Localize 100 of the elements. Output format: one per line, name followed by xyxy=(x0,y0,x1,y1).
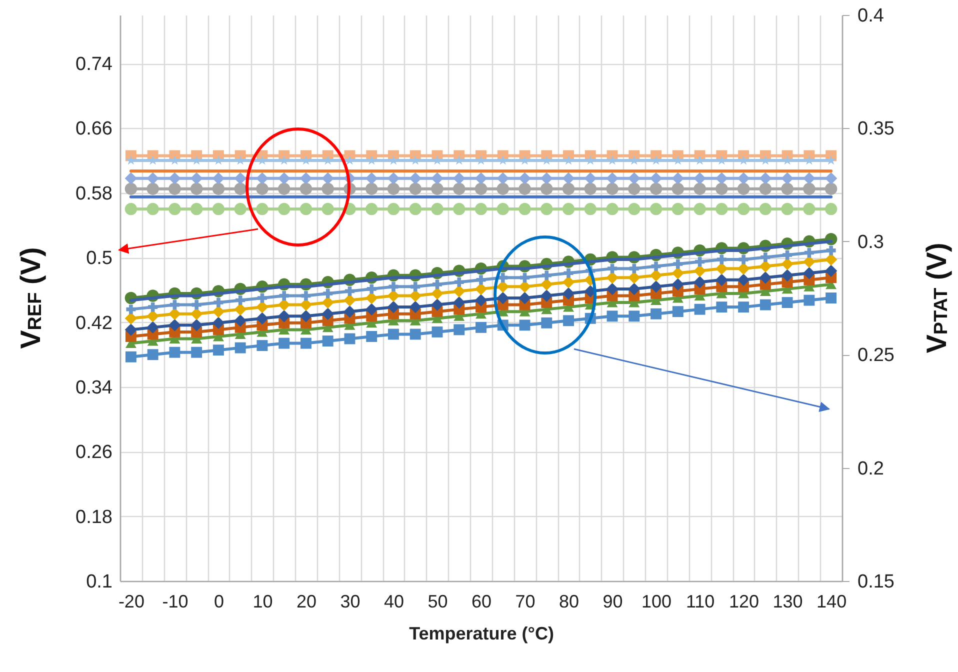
y-tick-label: 0.5 xyxy=(86,248,112,270)
point xyxy=(146,321,159,334)
point xyxy=(781,269,794,282)
point xyxy=(606,310,618,322)
point xyxy=(782,297,793,308)
x-tick-label: 90 xyxy=(602,592,623,612)
point xyxy=(759,272,772,284)
point xyxy=(496,202,510,216)
point xyxy=(694,304,706,315)
point xyxy=(520,272,530,282)
x-tick-label: 130 xyxy=(772,592,803,612)
point xyxy=(300,298,312,311)
point xyxy=(256,172,268,184)
y-tick-label: 0.42 xyxy=(76,312,112,334)
point xyxy=(191,346,202,358)
point xyxy=(562,182,575,195)
point xyxy=(759,260,772,272)
point xyxy=(278,202,290,216)
point xyxy=(562,172,575,184)
point xyxy=(759,182,772,195)
point xyxy=(584,172,597,184)
point xyxy=(125,351,136,362)
point xyxy=(474,294,488,306)
point xyxy=(804,248,814,258)
point xyxy=(124,172,138,184)
point xyxy=(628,310,640,322)
point xyxy=(431,298,444,311)
point xyxy=(540,290,553,302)
point xyxy=(388,282,398,292)
point xyxy=(803,172,816,184)
x-tick-label: 30 xyxy=(340,592,360,612)
y2-tick-label: 0.35 xyxy=(858,118,894,140)
point xyxy=(760,252,770,262)
point xyxy=(672,172,684,184)
point xyxy=(146,202,159,216)
point xyxy=(824,264,838,277)
point xyxy=(190,319,203,332)
point xyxy=(694,202,706,216)
point xyxy=(214,298,224,308)
point xyxy=(212,182,225,195)
point xyxy=(803,202,816,216)
point xyxy=(695,257,705,267)
point xyxy=(212,172,225,184)
point xyxy=(212,344,224,356)
point xyxy=(628,182,640,195)
point xyxy=(344,286,354,296)
x-tick-label: 140 xyxy=(816,592,847,612)
point xyxy=(431,202,444,216)
point xyxy=(126,304,136,314)
point xyxy=(628,272,640,284)
point xyxy=(759,202,772,216)
point xyxy=(738,254,748,264)
point xyxy=(192,300,202,310)
point xyxy=(476,322,486,333)
point xyxy=(803,182,816,195)
x-tick-label: 20 xyxy=(296,592,316,612)
point xyxy=(496,182,510,195)
point xyxy=(236,296,246,306)
point xyxy=(518,202,531,216)
x-tick-label: -20 xyxy=(118,592,144,612)
point xyxy=(147,349,158,360)
x-tick-label: 10 xyxy=(252,592,273,612)
point xyxy=(168,202,181,216)
point xyxy=(278,172,290,184)
y2-tick-label: 0.3 xyxy=(858,232,884,253)
x-tick-label: 50 xyxy=(428,592,448,612)
x-tick-label: 40 xyxy=(384,592,404,612)
point xyxy=(146,182,159,195)
point xyxy=(518,292,531,304)
point xyxy=(344,305,356,318)
point xyxy=(628,202,640,216)
x-tick-label: 0 xyxy=(214,592,224,612)
point xyxy=(431,172,444,184)
point xyxy=(190,308,203,320)
point xyxy=(672,278,684,291)
point xyxy=(322,308,334,320)
point xyxy=(650,172,662,184)
point xyxy=(409,202,422,216)
point xyxy=(148,302,158,312)
point xyxy=(826,292,837,304)
point xyxy=(322,182,334,195)
point xyxy=(716,274,728,286)
x-axis-title: Temperature (°C) xyxy=(409,624,554,644)
point xyxy=(387,182,400,195)
point xyxy=(344,294,356,306)
point xyxy=(716,302,728,313)
point xyxy=(781,172,794,184)
point xyxy=(498,272,508,282)
point xyxy=(124,324,138,336)
point xyxy=(432,326,443,338)
x-tick-label: 70 xyxy=(515,592,536,612)
point xyxy=(452,202,466,216)
point xyxy=(410,282,420,292)
point xyxy=(716,182,728,195)
point xyxy=(323,288,333,298)
point xyxy=(803,256,816,268)
point xyxy=(278,298,290,311)
y-axis-title: VREF (V) xyxy=(15,247,46,349)
point xyxy=(234,172,246,184)
point xyxy=(608,264,618,274)
